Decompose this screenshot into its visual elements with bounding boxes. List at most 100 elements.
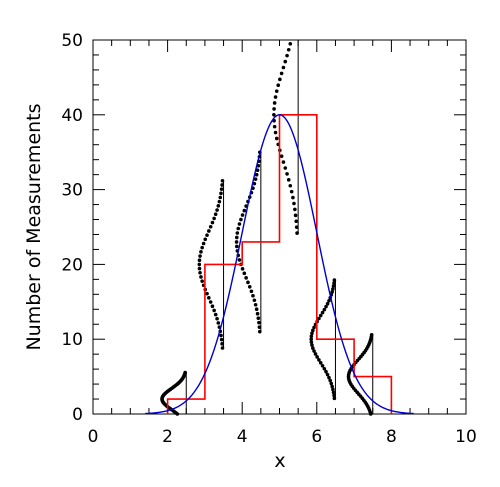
- error-dot: [320, 310, 325, 315]
- y-tick-label: 20: [61, 255, 83, 275]
- error-dot: [201, 241, 206, 246]
- error-dot: [329, 381, 334, 386]
- error-dot: [318, 313, 323, 318]
- y-tick-label: 0: [72, 405, 83, 425]
- error-dot: [322, 307, 327, 312]
- error-dot: [220, 178, 225, 183]
- error-dot: [330, 290, 334, 294]
- error-dot: [208, 224, 213, 229]
- error-dot: [325, 372, 330, 377]
- error-dot: [252, 298, 257, 303]
- error-dot: [257, 329, 262, 334]
- error-dot: [294, 225, 299, 229]
- error-dot: [331, 284, 336, 288]
- error-dot: [256, 316, 261, 320]
- error-dot: [253, 302, 258, 307]
- error-dot: [239, 217, 243, 222]
- error-dot: [286, 178, 291, 182]
- error-dot: [317, 316, 321, 321]
- x-tick-label: 4: [237, 427, 248, 447]
- error-dot: [279, 154, 284, 158]
- error-dot: [274, 136, 279, 141]
- error-dot: [322, 366, 327, 371]
- error-dot: [317, 358, 321, 362]
- error-dot: [309, 334, 314, 339]
- error-dot: [236, 226, 241, 231]
- error-dot: [219, 333, 223, 338]
- error-dot: [332, 393, 336, 398]
- error-dot: [288, 42, 293, 46]
- error-dot: [288, 183, 293, 188]
- error-dot: [205, 291, 209, 296]
- gaussian-fit-series: [145, 114, 414, 415]
- x-tick-label: 0: [88, 427, 99, 447]
- error-dot: [242, 271, 247, 276]
- error-dot-curves: [160, 42, 374, 416]
- error-dot: [257, 325, 262, 329]
- error-dot: [289, 189, 294, 194]
- error-dot: [312, 325, 316, 330]
- error-dot: [197, 262, 202, 267]
- error-dot: [200, 245, 204, 250]
- error-dot: [279, 71, 284, 76]
- error-dot: [219, 187, 224, 191]
- error-dot: [237, 258, 242, 262]
- error-dot: [330, 384, 334, 389]
- x-tick-label: 6: [311, 427, 322, 447]
- error-dot: [310, 331, 314, 336]
- error-dot: [309, 337, 314, 342]
- error-dot: [240, 213, 245, 217]
- error-dot: [242, 208, 247, 213]
- error-dot: [324, 369, 328, 374]
- error-dot: [281, 160, 286, 164]
- error-dot: [255, 168, 260, 173]
- error-dot: [312, 349, 316, 353]
- error-dot: [213, 212, 218, 217]
- error-dot: [212, 308, 216, 313]
- x-tick-label: 2: [162, 427, 173, 447]
- histogram-series: [166, 114, 393, 414]
- error-dot: [272, 124, 277, 129]
- y-tick-label: 10: [61, 330, 83, 350]
- error-dot: [252, 181, 257, 186]
- error-dot: [325, 301, 330, 306]
- error-dot: [332, 396, 337, 401]
- error-dot: [220, 342, 224, 346]
- error-dot: [272, 101, 277, 105]
- error-dot: [249, 289, 254, 294]
- error-dot: [216, 204, 221, 208]
- error-dot: [320, 364, 325, 368]
- error-dot: [311, 328, 315, 333]
- error-dot: [254, 172, 259, 177]
- error-dot: [237, 222, 242, 226]
- error-dot: [200, 279, 204, 283]
- error-dot: [219, 337, 224, 342]
- error-dot: [293, 213, 298, 218]
- error-dot: [332, 278, 337, 282]
- error-dot: [244, 276, 248, 280]
- x-tick-label: 10: [455, 427, 477, 447]
- error-dot: [234, 235, 239, 240]
- error-dot: [293, 207, 297, 212]
- error-dot: [205, 233, 209, 237]
- error-dot: [327, 375, 331, 380]
- error-dot: [197, 258, 202, 263]
- error-dot: [207, 296, 211, 300]
- error-dot: [198, 270, 202, 275]
- axis-ticks: [92, 39, 467, 415]
- error-dot: [274, 89, 279, 93]
- error-dot: [220, 346, 225, 350]
- error-dot: [198, 254, 202, 258]
- error-dot: [331, 287, 335, 291]
- y-tick-label: 40: [61, 106, 83, 126]
- error-dot: [234, 240, 239, 244]
- error-dot: [210, 220, 215, 225]
- error-dot: [273, 130, 278, 135]
- error-dot: [328, 378, 333, 383]
- y-tick-label: 50: [61, 31, 83, 51]
- error-dot: [255, 311, 260, 316]
- error-dot: [272, 107, 276, 111]
- error-dot: [313, 352, 318, 356]
- error-dot: [240, 267, 245, 271]
